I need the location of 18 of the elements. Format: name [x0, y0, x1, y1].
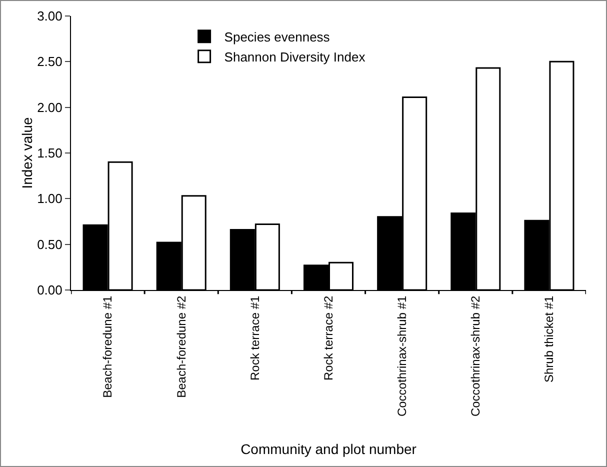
x-axis-title: Community and plot number: [240, 440, 417, 457]
x-tick-label: Rock terrace #2: [321, 295, 336, 381]
x-tick-label: Coccothrinax-shrub #2: [468, 295, 483, 417]
x-tick-label: Rock terrace #1: [248, 295, 262, 381]
y-axis-title: Index value: [19, 116, 36, 189]
y-tick-label: 0.00: [37, 282, 62, 298]
y-tick-label: 3.00: [37, 8, 62, 24]
x-tick-label: Coccothrinax-shrub #1: [394, 295, 409, 417]
y-tick-label: 1.50: [37, 146, 62, 161]
y-tick-label: 0.50: [37, 236, 62, 252]
y-tick-label: 2.50: [37, 54, 62, 70]
legend-label: Shannon Diversity Index: [224, 49, 366, 64]
y-tick-label: 2.00: [37, 100, 62, 115]
y-tick-label: 1.00: [37, 191, 62, 206]
x-tick-label: Shrub thicket #1: [542, 295, 556, 383]
legend-label: Species evenness: [224, 30, 330, 44]
x-tick-label: Beach-foredune #2: [174, 295, 188, 398]
x-tick-label: Beach-foredune #1: [100, 295, 115, 398]
